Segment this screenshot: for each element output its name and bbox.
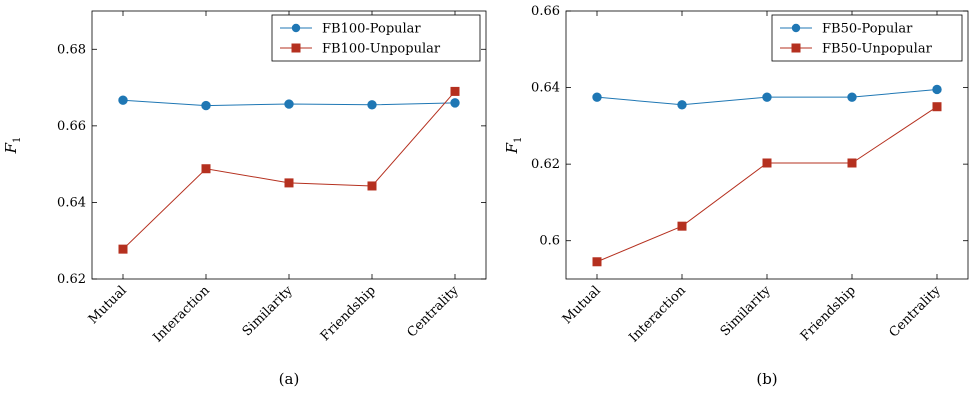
legend-label: FB100-Unpopular	[322, 42, 441, 57]
y-tick-label: 0.64	[531, 81, 560, 96]
y-tick-label: 0.62	[531, 157, 560, 172]
panel-caption: (a)	[279, 370, 300, 388]
chart-panel-1: 0.62 0.64 0.66 0.68 Mutual Interaction Similar…	[2, 10, 487, 388]
data-point	[201, 164, 211, 174]
data-point	[762, 92, 772, 102]
y-tick-label: 0.66	[531, 4, 560, 19]
x-category-label: Centrality	[404, 283, 462, 341]
x-category-label: Similarity	[718, 283, 775, 340]
legend-marker	[291, 43, 301, 53]
y-axis-label: F1	[503, 137, 524, 155]
data-point	[592, 257, 602, 267]
x-category-label: Mutual	[560, 283, 604, 327]
legend-box	[271, 14, 481, 62]
legend: FB50-Popular FB50-Unpopular	[771, 14, 963, 62]
data-point	[450, 86, 460, 96]
x-category-label: Friendship	[798, 283, 859, 344]
data-point	[284, 99, 294, 109]
y-tick-label: 0.64	[57, 195, 86, 210]
y-axis-label: F1	[2, 137, 23, 155]
x-category-label: Interaction	[150, 283, 213, 346]
data-point	[367, 181, 377, 191]
panel-caption: (b)	[756, 370, 777, 388]
data-point	[592, 92, 602, 102]
legend-label: FB50-Unpopular	[822, 42, 933, 57]
data-point	[932, 102, 942, 112]
chart-panel-2: 0.6 0.62 0.64 0.66 Mutual Interaction Similari…	[503, 4, 969, 388]
y-tick-label: 0.66	[57, 119, 86, 134]
legend-label: FB50-Popular	[822, 22, 913, 37]
x-category-label: Friendship	[318, 283, 379, 344]
series-line	[596, 106, 938, 263]
data-point	[847, 92, 857, 102]
legend-marker	[791, 23, 801, 33]
x-category-label: Centrality	[886, 283, 944, 341]
data-point	[118, 95, 128, 105]
legend-label: FB100-Popular	[322, 22, 421, 37]
x-category-label: Similarity	[240, 283, 297, 340]
data-point	[677, 221, 687, 231]
series-line	[122, 91, 456, 250]
data-point	[677, 100, 687, 110]
data-point	[932, 84, 942, 95]
data-point	[450, 98, 460, 108]
data-point	[118, 244, 128, 254]
legend: FB100-Popular FB100-Unpopular	[271, 14, 481, 62]
legend-marker	[291, 23, 301, 33]
data-point	[367, 100, 377, 110]
data-point	[847, 158, 857, 168]
y-tick-label: 0.68	[57, 42, 86, 57]
y-tick-label: 0.62	[57, 272, 86, 287]
data-point	[762, 158, 772, 168]
data-point	[284, 178, 294, 188]
legend-marker	[791, 43, 801, 53]
x-category-label: Interaction	[626, 283, 689, 346]
y-tick-label: 0.6	[539, 234, 560, 249]
legend-box	[771, 14, 963, 62]
x-category-label: Mutual	[86, 283, 130, 327]
data-point	[201, 100, 211, 111]
